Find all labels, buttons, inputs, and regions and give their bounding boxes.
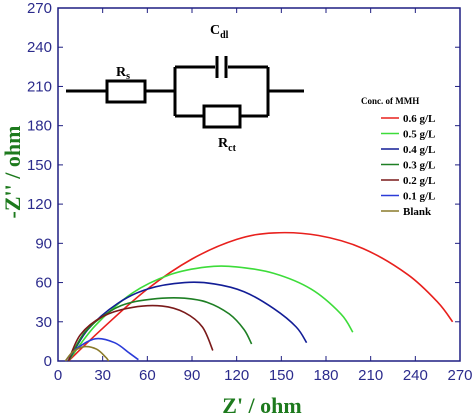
y-tick-label: 90	[35, 235, 52, 252]
equivalent-circuit-inset	[66, 56, 304, 129]
y-tick-label: 0	[44, 353, 52, 370]
y-tick-label: 180	[27, 118, 52, 135]
x-tick-label: 0	[54, 367, 62, 384]
rct-resistor-icon	[202, 104, 242, 129]
x-tick-label: 150	[269, 367, 294, 384]
cdl-label: Cdl	[210, 23, 229, 41]
x-tick-label: 210	[358, 367, 383, 384]
y-tick-label: 120	[27, 196, 52, 213]
y-tick-label: 150	[27, 157, 52, 174]
x-tick-label: 30	[94, 367, 111, 384]
x-tick-label: 60	[139, 367, 156, 384]
rct-label: Rct	[218, 136, 237, 154]
x-tick-label: 120	[224, 367, 249, 384]
series-line-2	[67, 281, 308, 362]
y-tick-label: 270	[27, 0, 52, 17]
series-line-4	[67, 304, 214, 362]
x-tick-label: 90	[184, 367, 201, 384]
y-axis-ticks: 0 30 60 90 120 150 180 210 240 270	[27, 0, 460, 370]
x-tick-label: 180	[313, 367, 338, 384]
x-axis-label: Z' / ohm	[222, 393, 301, 418]
y-axis-label: -Z'' / ohm	[0, 126, 25, 219]
y-tick-label: 30	[35, 314, 52, 331]
legend-label-0: 0.6 g/L	[403, 113, 435, 125]
legend-label-1: 0.5 g/L	[403, 129, 435, 141]
series-line-1	[67, 265, 354, 362]
legend: Conc. of MMH 0.6 g/L 0.5 g/L 0.4 g/L 0.3 g/…	[361, 96, 435, 218]
legend-label-4: 0.2 g/L	[403, 175, 435, 187]
series-layer	[64, 231, 454, 362]
legend-title: Conc. of MMH	[361, 96, 419, 106]
rs-resistor-icon	[105, 79, 147, 104]
series-line-6	[64, 345, 110, 362]
plot-frame	[57, 7, 461, 362]
y-tick-label: 240	[27, 39, 52, 56]
x-tick-label: 240	[403, 367, 428, 384]
y-tick-label: 60	[35, 275, 52, 292]
series-line-0	[67, 231, 454, 362]
y-tick-label: 210	[27, 78, 52, 95]
legend-label-2: 0.4 g/L	[403, 144, 435, 156]
x-tick-label: 270	[447, 367, 472, 384]
rs-label: Rs	[116, 65, 130, 82]
legend-label-5: 0.1 g/L	[403, 191, 435, 203]
legend-label-3: 0.3 g/L	[403, 160, 435, 172]
legend-label-6: Blank	[403, 206, 432, 218]
series-line-3	[67, 296, 253, 362]
x-axis-ticks: 0 30 60 90 120 150 180 210 240 270	[54, 8, 473, 384]
